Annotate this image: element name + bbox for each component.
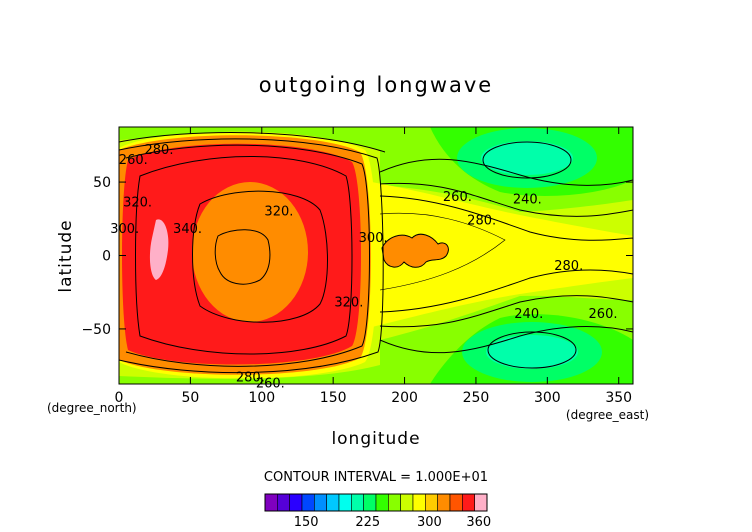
contour-label: 280. (554, 259, 583, 274)
cell-north-right-cyan (481, 141, 573, 175)
contour-label: 260. (256, 376, 285, 391)
colorbar-swatch (351, 493, 364, 512)
contour-line-equator-north (379, 195, 633, 241)
contour-line-south-right-cell (487, 331, 577, 369)
colorbar-swatch (301, 493, 315, 512)
cell-center-pink (149, 219, 169, 280)
colorbar-swatch (264, 493, 278, 512)
colorbar-frame (264, 493, 488, 512)
cell-east-orange (381, 233, 449, 268)
colorbar-swatch (338, 493, 352, 512)
x-unit-label: (degree_east) (566, 408, 649, 422)
contour-line-south-right-outer (379, 326, 633, 354)
band-left-south-green (119, 365, 380, 384)
contour-label: 320. (123, 196, 152, 211)
colorbar-swatch (462, 493, 475, 512)
x-tick-label: 150 (320, 390, 347, 406)
contour-line-north-right-outer (379, 158, 633, 186)
y-tick-label: 50 (93, 175, 111, 191)
contour-label: 300. (110, 222, 139, 237)
contour-line-300-left (125, 144, 370, 367)
x-axis: 0 50 100 150 200 250 300 350 (115, 127, 632, 406)
x-tick-label: 50 (181, 390, 199, 406)
colorbar-swatch (425, 493, 438, 512)
contour-label: 240. (513, 193, 542, 208)
x-tick-label: 300 (534, 390, 561, 406)
contour-label: 260. (589, 307, 618, 322)
colorbar-tick-label: 360 (466, 515, 491, 530)
contour-line-340-center (192, 190, 328, 323)
contour-line-south-right-mid (379, 295, 633, 328)
contour-line-north-right-mid (379, 182, 633, 217)
y-unit-label: (degree_north) (47, 401, 137, 415)
contour-labels: 260.280.300.320.340.320.300.320.260. 240.… (110, 143, 617, 392)
colorbar: 150 225 300 360 (264, 493, 491, 530)
contour-label: 340. (173, 222, 202, 237)
cell-south-right-cyan (486, 335, 578, 369)
contour-line-320-left (135, 156, 353, 355)
cell-center-orange (201, 202, 289, 306)
colorbar-swatch (412, 493, 426, 512)
colorbar-swatch (363, 493, 377, 512)
contour-lines (119, 132, 633, 374)
x-axis-label: longitude (331, 429, 420, 449)
contour-label: 280. (145, 143, 174, 158)
colorbar-swatch (400, 493, 414, 512)
band-equatorial-yellow (360, 180, 633, 330)
colorbar-tick-label: 225 (355, 515, 380, 530)
y-tick-label: 0 (102, 249, 111, 265)
x-tick-label: 350 (605, 390, 632, 406)
colorbar-swatch (326, 493, 340, 512)
contour-label: 280. (236, 370, 265, 385)
plot-area (118, 126, 634, 385)
band-left-north-green (119, 127, 380, 150)
contour-label: 240. (514, 307, 543, 322)
colorbar-swatch (314, 493, 327, 512)
x-tick-label: 100 (248, 390, 275, 406)
contour-label: 260. (443, 190, 472, 205)
contour-line-equator-thin (379, 212, 506, 291)
contour-label: 280. (467, 213, 496, 228)
contour-label: 320. (334, 295, 363, 310)
contour-label: 300. (359, 231, 388, 246)
colorbar-swatch (289, 493, 303, 512)
y-tick-label: −50 (81, 322, 111, 338)
y-axis: −50 0 50 (81, 175, 633, 338)
colorbar-tick-label: 150 (294, 515, 319, 530)
contour-line-equator-south (379, 269, 633, 313)
colorbar-tick-label: 300 (417, 515, 442, 530)
chart-title: outgoing longwave (259, 73, 493, 97)
colorbar-swatch (277, 493, 290, 512)
colorbar-swatch (474, 493, 488, 512)
colorbar-swatch (388, 493, 401, 512)
colorbar-swatch (449, 493, 463, 512)
y-axis-label: latitude (56, 219, 76, 292)
contour-interval-text: CONTOUR INTERVAL = 1.000E+01 (264, 470, 488, 485)
contour-line-260-left (119, 132, 386, 153)
colorbar-swatch (375, 493, 389, 512)
colorbar-swatch (437, 493, 451, 512)
contour-line-north-right-cell (482, 141, 572, 179)
x-tick-label: 200 (391, 390, 418, 406)
contour-line-center-inner (214, 229, 271, 285)
x-tick-label: 0 (115, 390, 124, 406)
contour-label: 320. (264, 204, 293, 219)
contour-line-280-left (119, 138, 384, 374)
contour-label: 260. (119, 153, 148, 168)
x-tick-label: 250 (463, 390, 490, 406)
